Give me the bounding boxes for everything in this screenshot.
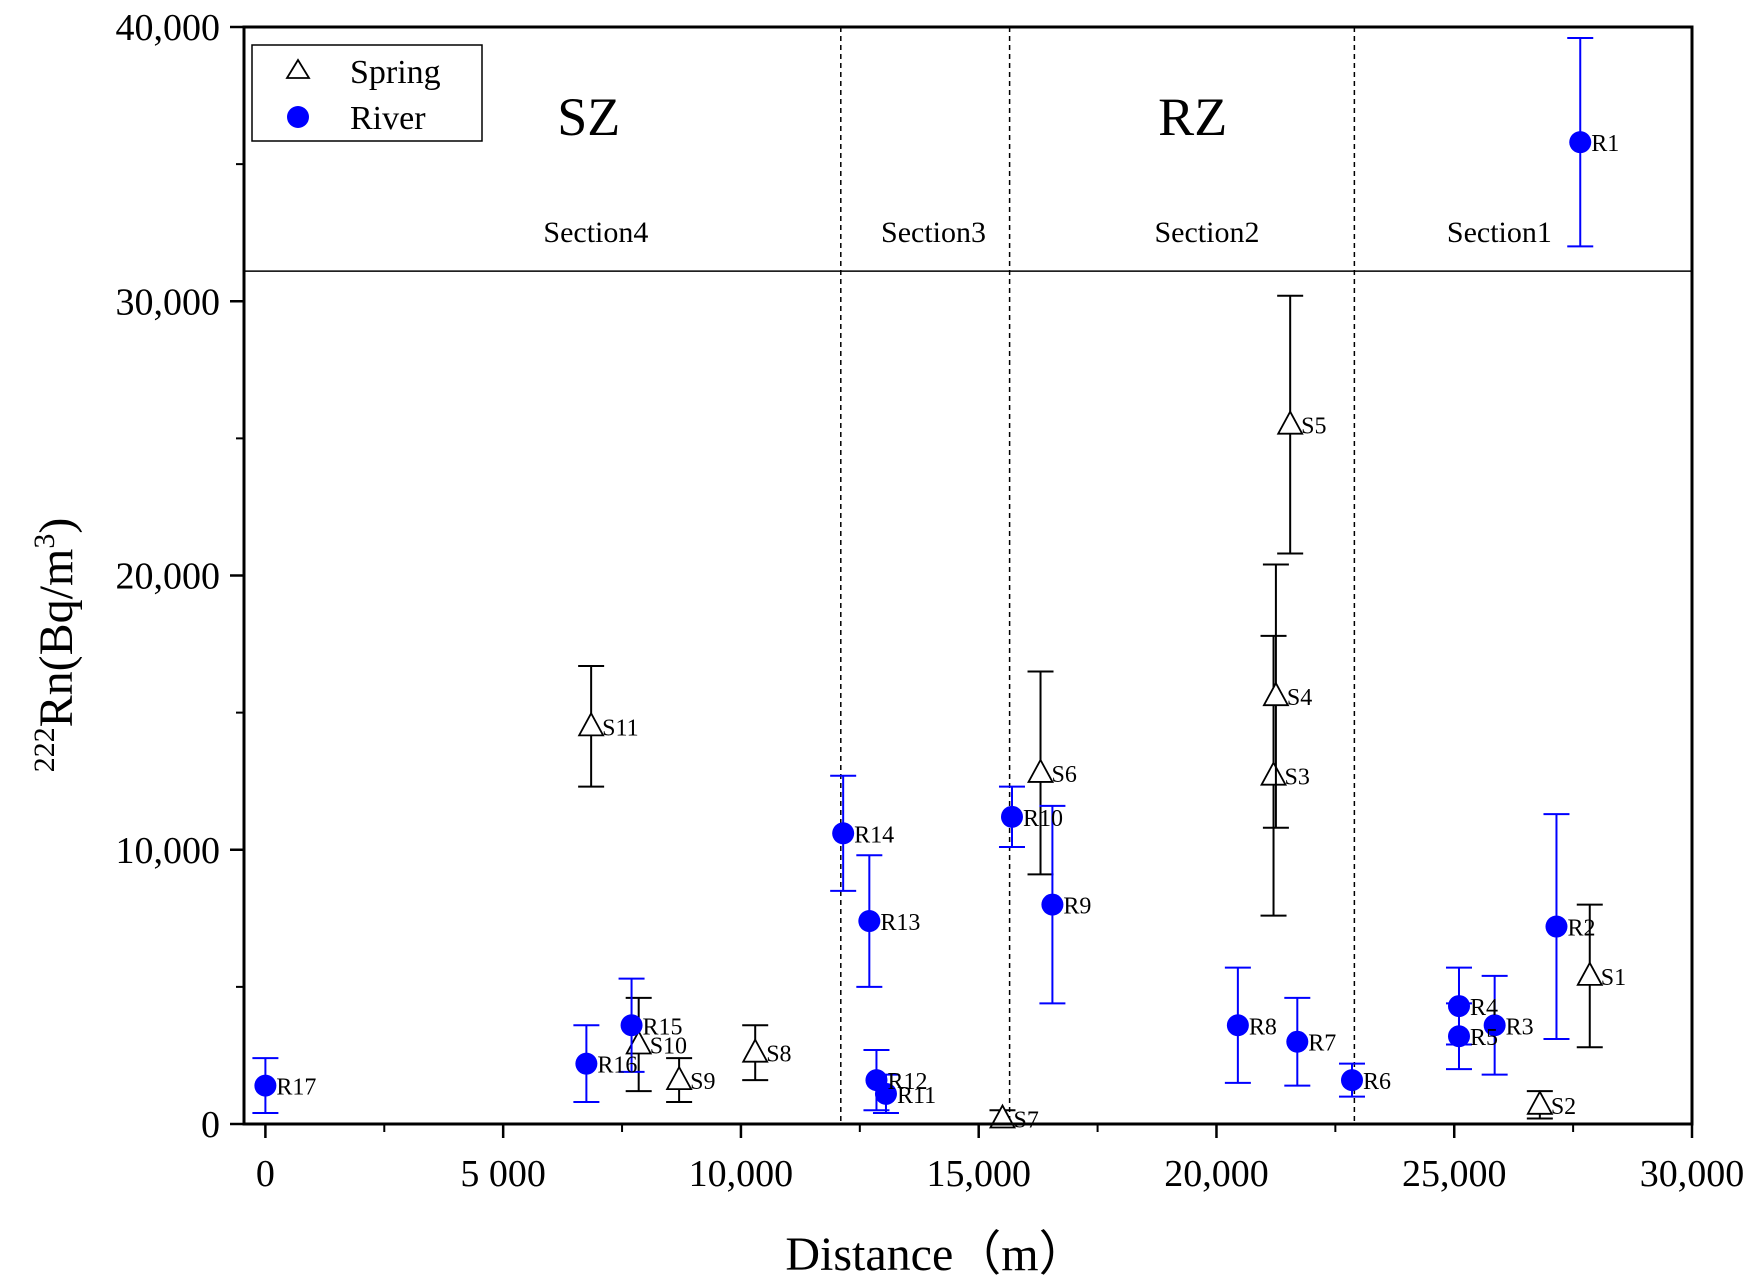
point-label-r5: R5: [1470, 1025, 1498, 1051]
point-label-s1: S1: [1601, 965, 1626, 991]
river-point-r14: [832, 822, 855, 845]
spring-point-s1: [1576, 961, 1604, 986]
legend-river-label: River: [350, 100, 426, 137]
river-point-r13: [858, 910, 881, 933]
point-label-r17: R17: [276, 1075, 316, 1101]
x-tick-label-20000: 20,000: [1164, 1153, 1269, 1195]
river-point-r9: [1041, 893, 1064, 916]
river-point-r15: [620, 1014, 643, 1037]
point-label-s5: S5: [1301, 414, 1326, 440]
point-label-r16: R16: [597, 1053, 637, 1079]
x-axis-title: Distance（m）: [785, 1228, 1086, 1281]
point-label-r3: R3: [1506, 1014, 1534, 1040]
point-label-r9: R9: [1063, 894, 1091, 920]
legend-spring-marker: [285, 58, 311, 79]
river-point-r6: [1340, 1069, 1363, 1092]
point-label-r4: R4: [1470, 995, 1498, 1021]
legend-spring-label: Spring: [350, 54, 441, 91]
spring-point-s5: [1276, 409, 1304, 435]
section-boundaries: [840, 27, 1356, 1124]
river-point-r3: [1483, 1014, 1506, 1037]
spring-point-s11: [577, 711, 605, 737]
point-label-s9: S9: [690, 1069, 715, 1095]
spring-point-s7: [988, 1103, 1016, 1129]
y-tick-label-40000: 40,000: [116, 7, 221, 49]
spring-point-s6: [1027, 758, 1055, 783]
point-label-r15: R15: [643, 1014, 683, 1040]
x-tick-label-0: 0: [256, 1153, 275, 1195]
point-label-s2: S2: [1551, 1094, 1576, 1120]
point-label-r11: R11: [897, 1083, 936, 1109]
y-axis-title: 222Rn(Bq/m3): [28, 518, 83, 773]
annotations: 0 5 000 10,000 15,000 20,000 25,000 30,000 0 10,…: [116, 7, 1745, 1195]
y-axis-title-isotope: 222: [28, 727, 61, 772]
x-tick-label-10000: 10,000: [689, 1153, 794, 1195]
zone-label-sz: SZ: [557, 87, 620, 147]
point-label-s8: S8: [766, 1042, 791, 1068]
data-points: [252, 36, 1604, 1129]
spring-point-s10: [625, 1029, 653, 1055]
section-label-section1: Section1: [1447, 216, 1552, 249]
river-point-r1: [1569, 131, 1592, 154]
point-label-r2: R2: [1567, 916, 1595, 942]
point-label-s4: S4: [1287, 685, 1312, 711]
y-axis-title-exponent: 3: [28, 534, 61, 549]
point-label-r7: R7: [1308, 1031, 1336, 1057]
river-point-r8: [1226, 1014, 1249, 1037]
point-label-s6: S6: [1052, 762, 1077, 788]
point-label-s11: S11: [602, 715, 638, 741]
legend-box: [251, 44, 483, 142]
spring-point-s3: [1260, 760, 1288, 786]
section-label-section3: Section3: [881, 216, 986, 249]
river-point-r5: [1447, 1025, 1470, 1048]
point-label-r6: R6: [1363, 1069, 1391, 1095]
y-axis-title-close: ): [30, 518, 83, 534]
section-label-section2: Section2: [1154, 216, 1259, 249]
river-point-r10: [1000, 805, 1023, 828]
river-point-r17: [254, 1074, 277, 1097]
spring-point-s4: [1262, 681, 1290, 707]
axis-ticks: [230, 25, 1694, 1138]
point-label-r1: R1: [1591, 131, 1619, 157]
river-point-r16: [575, 1052, 598, 1075]
legend: Spring River: [251, 44, 483, 142]
spring-point-s8: [741, 1037, 769, 1063]
point-label-r13: R13: [880, 910, 920, 936]
river-point-r7: [1286, 1030, 1309, 1053]
y-tick-label-0: 0: [201, 1104, 220, 1146]
y-tick-label-10000: 10,000: [116, 830, 221, 872]
plot-frame: [242, 25, 1694, 1126]
point-label-r14: R14: [854, 822, 894, 848]
point-label-r12: R12: [887, 1069, 927, 1095]
zone-label-rz: RZ: [1158, 87, 1227, 147]
point-label-s10: S10: [650, 1033, 687, 1059]
x-tick-label-25000: 25,000: [1402, 1153, 1507, 1195]
river-point-r2: [1545, 915, 1568, 938]
point-label-s7: S7: [1013, 1108, 1038, 1134]
y-tick-label-30000: 30,000: [116, 281, 221, 323]
x-tick-label-5000: 5 000: [460, 1153, 546, 1195]
spring-point-s9: [665, 1065, 693, 1091]
y-tick-label-20000: 20,000: [116, 556, 221, 598]
legend-river-marker: [287, 106, 309, 128]
x-tick-label-30000: 30,000: [1640, 1153, 1745, 1195]
section-label-section4: Section4: [543, 216, 648, 249]
spring-point-s2: [1526, 1089, 1554, 1115]
river-point-r12: [865, 1069, 888, 1092]
point-label-r8: R8: [1249, 1014, 1277, 1040]
point-label-r10: R10: [1023, 806, 1063, 832]
y-axis-title-main: Rn(Bq/m: [30, 549, 83, 728]
x-tick-label-15000: 15,000: [926, 1153, 1031, 1195]
point-label-s3: S3: [1285, 765, 1310, 791]
